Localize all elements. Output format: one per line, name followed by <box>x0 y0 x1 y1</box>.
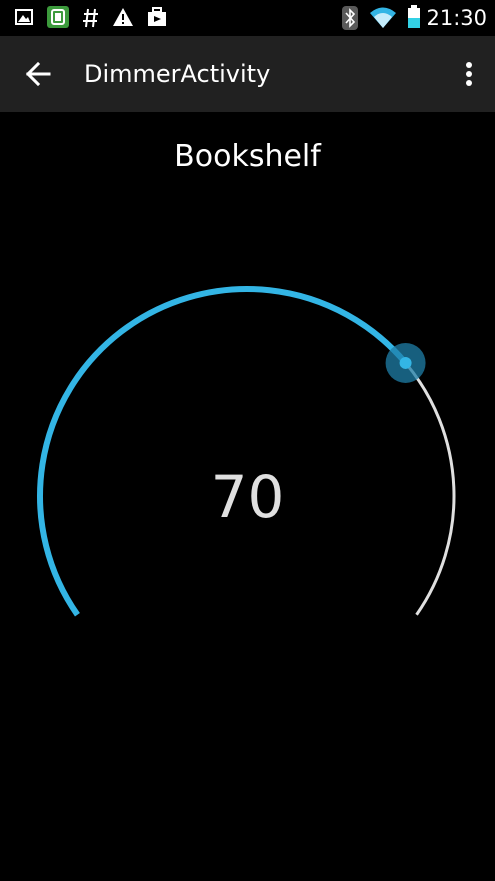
image-icon <box>15 9 33 25</box>
dial-active-arc[interactable] <box>37 286 408 617</box>
device-name: Bookshelf <box>174 139 321 174</box>
briefcase-icon <box>148 7 166 26</box>
app-bar: DimmerActivity <box>0 36 495 112</box>
bluetooth-icon <box>342 6 358 30</box>
warning-icon <box>113 8 133 26</box>
hash-icon <box>83 8 98 28</box>
dial-track[interactable] <box>404 361 456 616</box>
status-bar: 21:30 <box>0 0 495 36</box>
status-time: 21:30 <box>426 6 487 30</box>
page-title: DimmerActivity <box>84 60 271 88</box>
wifi-icon <box>370 7 396 28</box>
more-vert-icon[interactable] <box>443 50 483 98</box>
battery-icon <box>408 5 420 28</box>
dial-thumb[interactable] <box>399 356 412 369</box>
app-notification-icon <box>47 6 69 28</box>
back-arrow-icon[interactable] <box>14 50 62 98</box>
dimmer-value: 70 <box>210 463 285 531</box>
